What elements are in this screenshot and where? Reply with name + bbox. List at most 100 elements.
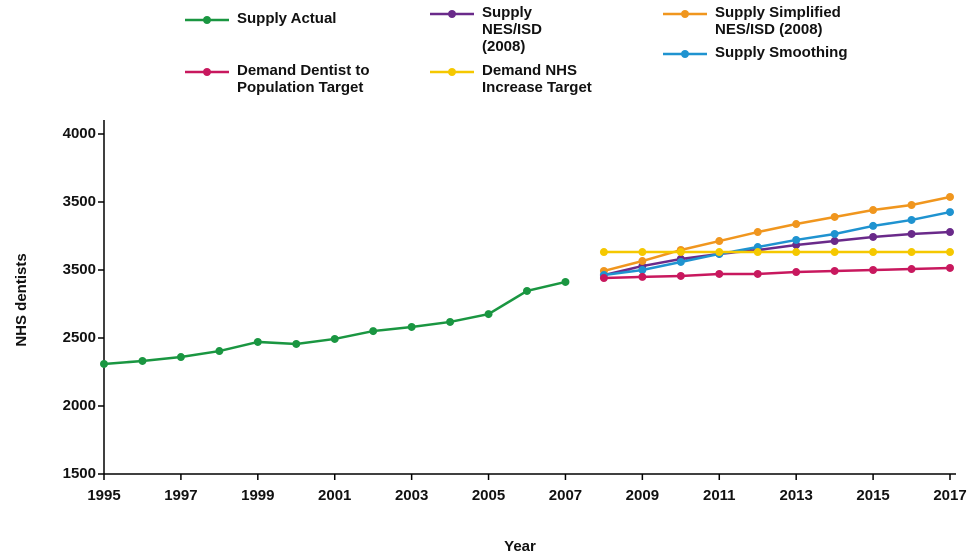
- data-point: [830, 266, 839, 275]
- legend-dot: [448, 10, 456, 18]
- data-point: [830, 248, 839, 257]
- data-point: [946, 248, 954, 257]
- x-tick-label: 2003: [395, 487, 428, 504]
- data-point: [253, 337, 262, 346]
- data-point: [907, 248, 916, 257]
- data-point: [946, 263, 954, 272]
- data-point: [138, 356, 147, 365]
- x-tick-label: 2011: [703, 487, 736, 504]
- y-tick-label: 2500: [63, 329, 96, 346]
- data-point: [292, 339, 301, 348]
- data-point: [369, 327, 378, 336]
- data-point: [946, 208, 954, 217]
- data-point: [946, 228, 954, 237]
- data-point: [715, 248, 724, 257]
- legend-dot: [681, 10, 689, 18]
- data-point: [638, 248, 647, 257]
- data-point: [676, 257, 685, 266]
- data-point: [215, 347, 224, 356]
- y-tick-label: 3500: [63, 193, 96, 210]
- data-point: [830, 212, 839, 221]
- data-point: [638, 272, 647, 281]
- y-tick-label: 1500: [63, 465, 96, 482]
- data-point: [638, 266, 647, 274]
- legend-label: Supply Smoothing: [715, 44, 848, 61]
- legend-label: Demand Dentist to Population Target: [237, 62, 370, 96]
- y-tick-label: 4000: [63, 125, 96, 142]
- y-tick-label: 3500: [63, 261, 96, 278]
- data-point: [753, 248, 762, 257]
- data-point: [676, 271, 685, 280]
- legend-label: Supply NES/ISD (2008): [482, 4, 543, 55]
- data-point: [330, 334, 339, 343]
- data-point: [792, 220, 801, 229]
- legend-dot: [448, 68, 456, 76]
- legend-item: Supply NES/ISD (2008): [430, 4, 562, 55]
- data-point: [599, 248, 608, 257]
- y-tick-label: 2000: [63, 397, 96, 414]
- x-tick-label: 2009: [626, 487, 659, 504]
- legend-item: Supply Smoothing: [663, 44, 915, 61]
- data-point: [561, 277, 570, 286]
- x-tick-label: 2005: [472, 487, 505, 504]
- x-tick-label: 2015: [856, 487, 889, 504]
- legend-label: Supply Simplified NES/ISD (2008): [715, 4, 841, 38]
- legend-item: Supply Simplified NES/ISD (2008): [663, 4, 865, 38]
- data-point: [715, 269, 724, 278]
- data-point: [907, 265, 916, 274]
- legend-swatch: [663, 10, 707, 18]
- x-tick-label: 1999: [241, 487, 274, 504]
- x-tick-label: 2017: [933, 487, 966, 504]
- data-point: [599, 274, 608, 283]
- legend-dot: [203, 68, 211, 76]
- data-point: [830, 229, 839, 238]
- x-tick-label: 1997: [164, 487, 197, 504]
- x-tick-label: 1995: [87, 487, 120, 504]
- data-point: [523, 286, 531, 295]
- data-point: [869, 266, 878, 274]
- data-point: [830, 237, 839, 246]
- x-axis-title: Year: [504, 538, 536, 555]
- x-tick-label: 2001: [318, 487, 351, 504]
- data-point: [869, 206, 878, 215]
- legend-label: Demand NHS Increase Target: [482, 62, 592, 96]
- x-tick-label: 2013: [779, 487, 812, 504]
- data-point: [753, 269, 762, 278]
- data-point: [715, 237, 724, 246]
- data-point: [869, 221, 878, 230]
- legend-dot: [203, 16, 211, 24]
- data-point: [638, 257, 647, 266]
- data-point: [869, 232, 878, 241]
- series-line: [603, 195, 951, 273]
- data-point: [869, 248, 878, 257]
- data-point: [792, 268, 801, 277]
- legend-swatch: [185, 68, 229, 76]
- legend-swatch: [430, 10, 474, 18]
- series-line: [603, 266, 951, 280]
- series-line: [603, 210, 951, 277]
- legend-item: Supply Actual: [185, 10, 437, 27]
- legend-item: Demand NHS Increase Target: [430, 62, 602, 96]
- data-point: [407, 322, 416, 331]
- data-point: [176, 353, 185, 362]
- series-line: [103, 280, 566, 366]
- legend-swatch: [430, 68, 474, 76]
- x-tick-label: 2007: [549, 487, 582, 504]
- data-point: [907, 229, 916, 238]
- y-axis-title: NHS dentists: [13, 253, 30, 346]
- series-line: [603, 230, 951, 277]
- data-point: [792, 235, 801, 244]
- data-point: [792, 248, 801, 257]
- legend-dot: [681, 50, 689, 58]
- data-point: [484, 310, 493, 319]
- data-point: [753, 228, 762, 237]
- data-point: [907, 200, 916, 209]
- data-point: [100, 359, 108, 368]
- data-point: [446, 317, 455, 326]
- data-point: [676, 248, 685, 257]
- legend-swatch: [663, 50, 707, 58]
- legend-item: Demand Dentist to Population Target: [185, 62, 377, 96]
- data-point: [946, 192, 954, 201]
